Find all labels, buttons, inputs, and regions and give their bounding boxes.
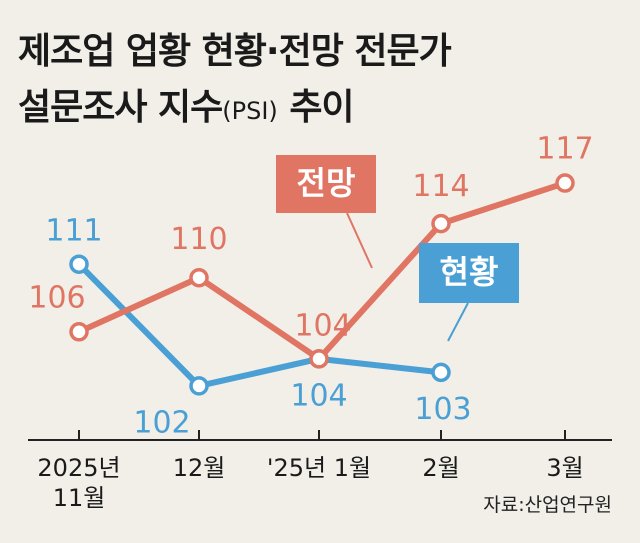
data-point-현황-2 bbox=[189, 376, 209, 396]
data-label-현황-1: 111 bbox=[45, 214, 102, 249]
title-line-2: 설문조사 지수(PSI) 추이 bbox=[18, 78, 355, 130]
series-callout-label-전망: 전망 bbox=[297, 164, 356, 202]
data-label-현황-3: 104 bbox=[290, 378, 347, 413]
title-line-2-main: 설문조사 지수 bbox=[18, 87, 223, 128]
data-label-현황-4: 103 bbox=[414, 392, 471, 427]
data-point-전망-3 bbox=[309, 349, 329, 369]
series-line-현황 bbox=[76, 261, 444, 389]
title-line-2-end: 추이 bbox=[277, 87, 354, 128]
title-psi: (PSI) bbox=[222, 97, 278, 125]
x-tick-label-2: 12월 bbox=[173, 454, 226, 482]
data-label-전망-2: 110 bbox=[170, 222, 227, 257]
data-point-전망-4 bbox=[431, 213, 451, 234]
callout-leader-전망 bbox=[346, 212, 373, 269]
data-label-전망-5: 117 bbox=[536, 132, 593, 167]
source-note: 자료:산업연구원 bbox=[483, 494, 612, 516]
x-tick-label-4: 2월 bbox=[422, 454, 459, 482]
x-tick-label-5: 3월 bbox=[546, 454, 583, 482]
series-callout-box-전망 bbox=[276, 155, 376, 213]
data-point-전망-1 bbox=[69, 322, 89, 342]
data-label-현황-2: 102 bbox=[133, 405, 190, 440]
series-callout-label-현황: 현황 bbox=[440, 253, 499, 291]
data-label-전망-4: 114 bbox=[412, 169, 469, 204]
x-tick-label-3: '25년 1월 bbox=[267, 454, 371, 482]
callout-leader-현황 bbox=[447, 302, 469, 342]
data-point-전망-2 bbox=[189, 267, 209, 288]
data-label-전망-1: 106 bbox=[28, 280, 85, 315]
series-callout-box-현황 bbox=[419, 243, 519, 303]
x-tick-label-1: 2025년 11월 bbox=[37, 454, 120, 512]
data-label-전망-3: 104 bbox=[294, 308, 351, 343]
data-point-현황-1 bbox=[69, 254, 89, 274]
title-line-1: 제조업 업황 현황·전망 전문가 bbox=[18, 31, 452, 72]
data-point-현황-4 bbox=[431, 362, 451, 383]
data-point-전망-5 bbox=[555, 173, 575, 193]
